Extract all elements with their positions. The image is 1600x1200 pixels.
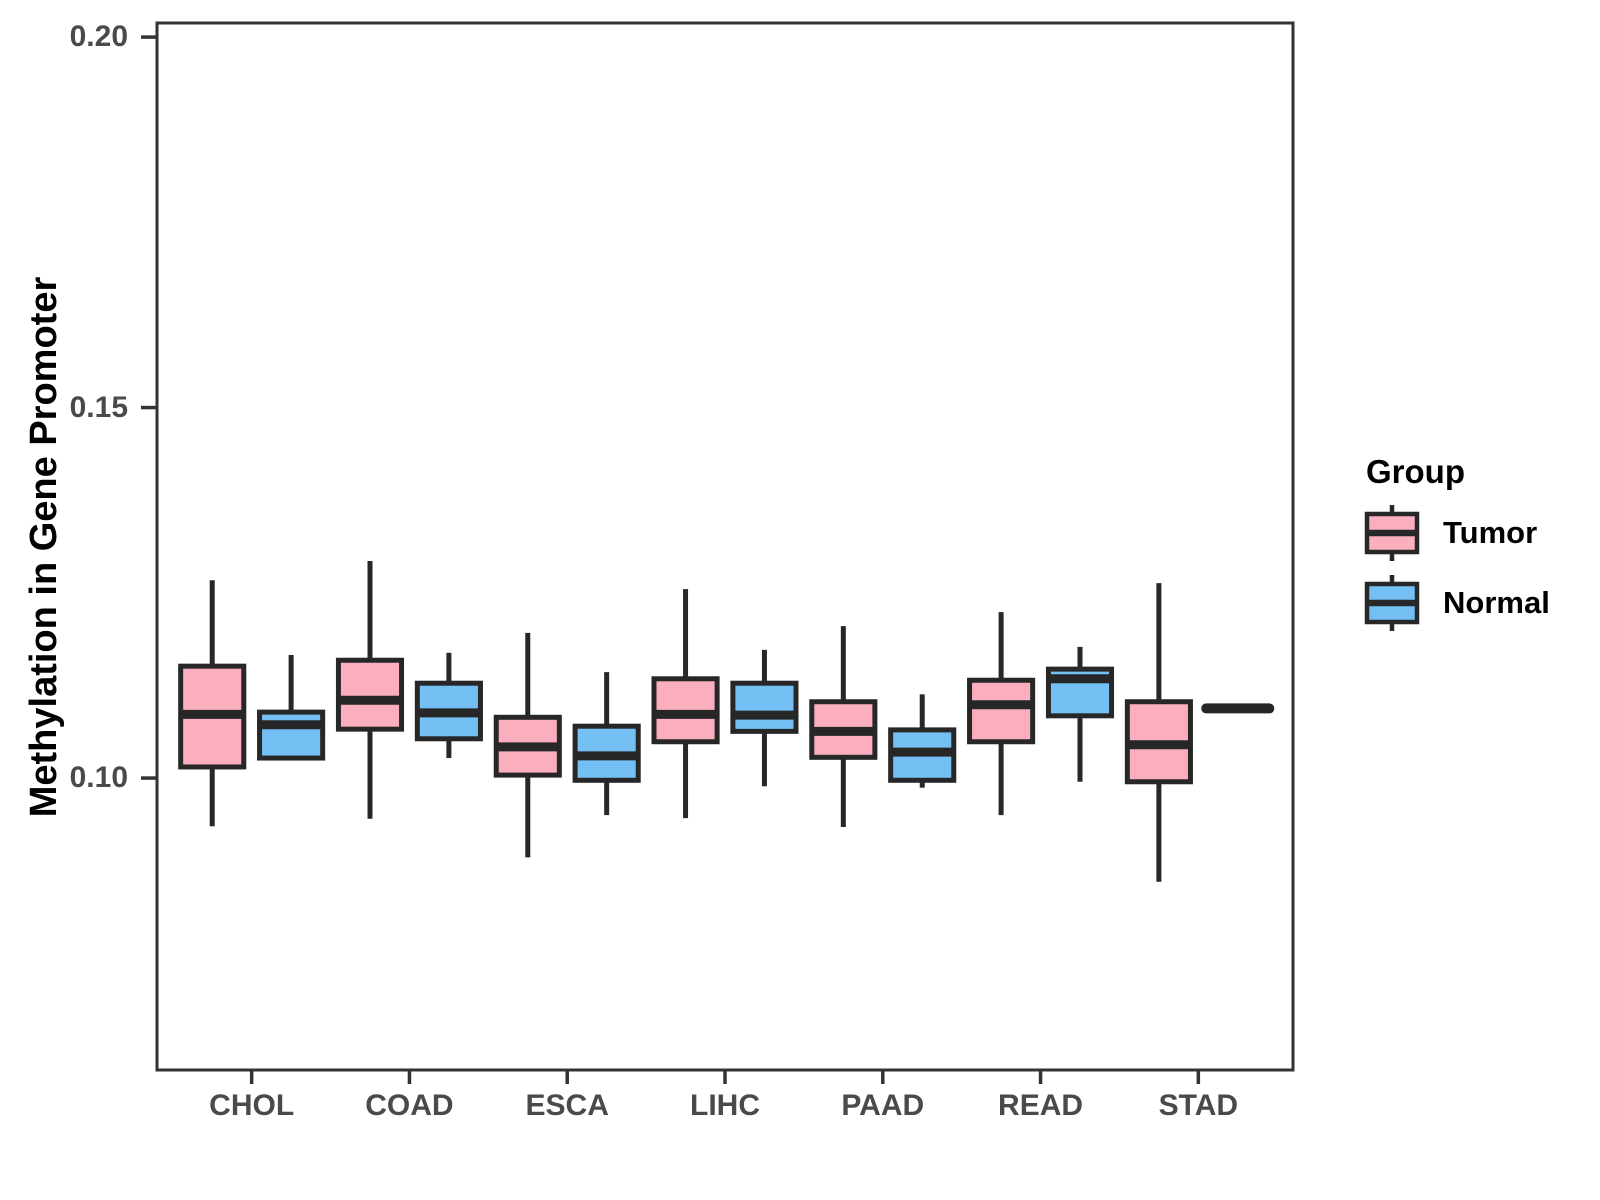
x-tick-label-stad: STAD — [1158, 1089, 1239, 1122]
legend-title: Group — [1366, 453, 1465, 490]
y-tick-label-0-15: 0.15 — [69, 390, 128, 424]
x-tick-label-lihc: LIHC — [690, 1089, 760, 1122]
x-tick-label-paad: PAAD — [841, 1089, 925, 1122]
legend-entry-tumor: Tumor — [1364, 502, 1594, 564]
y-tick-label-0-20: 0.20 — [69, 20, 128, 54]
x-tick-label-chol: CHOL — [209, 1089, 295, 1122]
legend-label-tumor: Tumor — [1443, 515, 1538, 550]
y-tick-label-0-10: 0.10 — [69, 761, 128, 795]
tumor-boxplot-key-icon — [1364, 505, 1420, 561]
legend: Group Tumor Normal — [1364, 450, 1594, 642]
legend-entry-normal: Normal — [1364, 572, 1594, 634]
x-tick-label-coad: COAD — [365, 1089, 454, 1122]
y-axis-title: Methylation in Gene Promoter — [23, 276, 65, 818]
x-tick-label-esca: ESCA — [525, 1089, 609, 1122]
normal-boxplot-key-icon — [1364, 575, 1420, 631]
legend-label-normal: Normal — [1443, 585, 1550, 620]
x-tick-label-read: READ — [998, 1089, 1084, 1122]
